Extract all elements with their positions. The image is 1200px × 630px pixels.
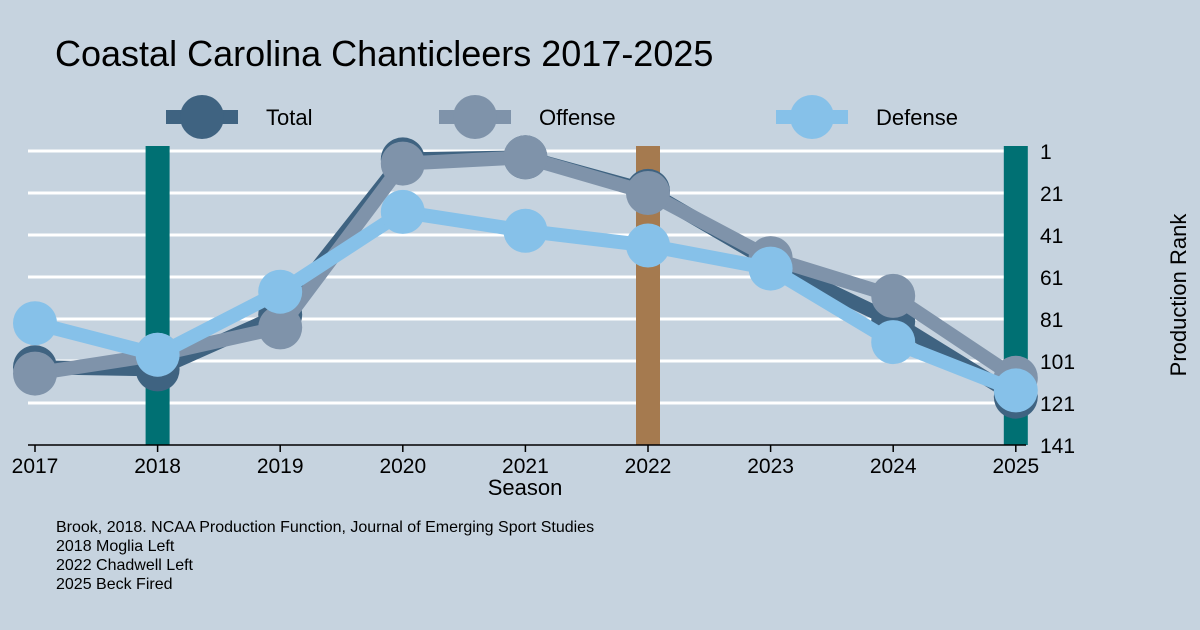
x-ticks: 2017 2018 2019 2020 2021 2022 2023 2024 2025	[12, 445, 1039, 478]
y-tick-label-21: 21	[1040, 183, 1063, 206]
legend-label-defense: Defense	[876, 105, 958, 130]
series-layer	[13, 135, 1038, 419]
note-2018: 2018 Moglia Left	[56, 538, 175, 555]
x-tick-label-2024: 2024	[870, 455, 917, 478]
offense-point-2022	[626, 171, 670, 215]
defense-point-2025	[993, 368, 1038, 413]
x-tick-label-2021: 2021	[502, 455, 549, 478]
y-tick-label-41: 41	[1040, 225, 1063, 248]
series-defense	[13, 189, 1038, 413]
legend-item-total: Total	[166, 95, 312, 139]
offense-point-2019	[258, 305, 303, 350]
legend-marker-total	[180, 95, 224, 139]
note-source: Brook, 2018. NCAA Production Function, J…	[56, 519, 595, 536]
x-tick-label-2023: 2023	[747, 455, 794, 478]
offense-point-2020	[380, 141, 425, 186]
legend: Total Offense Defense	[166, 95, 958, 139]
defense-point-2017	[13, 301, 57, 346]
defense-point-2021	[503, 208, 548, 253]
x-tick-label-2020: 2020	[379, 455, 426, 478]
vertical-markers	[145, 146, 1028, 445]
x-tick-label-2025: 2025	[992, 455, 1039, 478]
defense-point-2019	[258, 269, 303, 314]
legend-item-offense: Offense	[439, 95, 616, 139]
x-tick-label-2022: 2022	[625, 455, 672, 478]
y-tick-label-81: 81	[1040, 309, 1063, 332]
note-2022: 2022 Chadwell Left	[56, 557, 193, 574]
y-tick-label-1: 1	[1040, 141, 1052, 164]
y-tick-label-61: 61	[1040, 267, 1063, 290]
y-tick-label-121: 121	[1040, 393, 1075, 416]
x-tick-label-2017: 2017	[12, 455, 59, 478]
defense-point-2024	[871, 320, 916, 365]
legend-marker-defense	[790, 95, 834, 139]
y-tick-label-101: 101	[1040, 351, 1075, 374]
source-notes: Brook, 2018. NCAA Production Function, J…	[56, 518, 594, 594]
defense-point-2022	[626, 223, 670, 268]
x-axis-title: Season	[488, 475, 563, 500]
marker-bar-2018	[145, 146, 170, 445]
offense-point-2017	[13, 351, 57, 396]
defense-point-2023	[748, 246, 793, 291]
legend-label-offense: Offense	[539, 105, 616, 130]
legend-label-total: Total	[266, 105, 312, 130]
y-tick-label-141: 141	[1040, 435, 1075, 458]
offense-point-2021	[503, 135, 548, 180]
note-2025: 2025 Beck Fired	[56, 576, 173, 593]
legend-item-defense: Defense	[776, 95, 958, 139]
legend-marker-offense	[453, 95, 497, 139]
defense-point-2018	[135, 332, 180, 377]
offense-point-2024	[871, 273, 916, 318]
x-tick-label-2018: 2018	[134, 455, 181, 478]
chart-title: Coastal Carolina Chanticleers 2017-2025	[55, 33, 714, 74]
defense-point-2020	[380, 189, 425, 234]
y-axis-title: Production Rank	[1166, 213, 1191, 377]
x-tick-label-2019: 2019	[257, 455, 304, 478]
